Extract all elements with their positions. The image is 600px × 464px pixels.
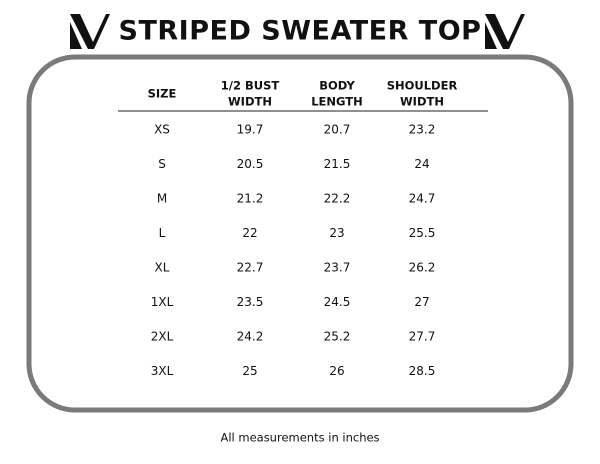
measurement: 23.2: [409, 123, 436, 137]
column-header: 1/2 BUST: [221, 79, 280, 93]
size-label: 2XL: [151, 330, 174, 344]
column-header: BODY: [319, 79, 355, 93]
column-header: SHOULDER: [387, 79, 458, 93]
measurement: 24.7: [409, 192, 436, 206]
measurement: 24.2: [237, 330, 264, 344]
size-label: XL: [155, 261, 170, 275]
measurement: 27: [414, 295, 429, 309]
size-label: 3XL: [151, 364, 174, 378]
measurement: 22.7: [237, 261, 264, 275]
table: SIZE 1/2 BUST WIDTH BODY LENGTH SHOULDER WIDTH…: [148, 79, 458, 379]
measurement: 21.2: [237, 192, 264, 206]
measurement: 24.5: [324, 295, 351, 309]
size-label: L: [159, 226, 166, 240]
measurement: 25.2: [324, 330, 351, 344]
measurement: 27.7: [409, 330, 436, 344]
column-header: SIZE: [148, 87, 177, 101]
measurement: 23.7: [324, 261, 351, 275]
measurement: 20.7: [324, 123, 351, 137]
measurement: 20.5: [237, 157, 264, 171]
logo-right: [485, 14, 525, 49]
measurement: 23.5: [237, 295, 264, 309]
column-header: LENGTH: [311, 95, 363, 109]
measurement: 19.7: [237, 123, 264, 137]
column-header: WIDTH: [228, 95, 272, 109]
frame: [26, 54, 574, 413]
measurement: 25: [242, 364, 257, 378]
size-label: XS: [154, 123, 170, 137]
measurement: 26.2: [409, 261, 436, 275]
title: STRIPED SWEATER TOP: [119, 16, 482, 47]
measurement: 23: [329, 226, 344, 240]
measurement: 26: [329, 364, 344, 378]
measurement: 22.2: [324, 192, 351, 206]
measurement: 21.5: [324, 157, 351, 171]
measurement: 25.5: [409, 226, 436, 240]
measurement: 22: [242, 226, 257, 240]
size-label: M: [157, 192, 167, 206]
footer-note: All measurements in inches: [220, 431, 379, 445]
logo-left: [70, 14, 110, 49]
measurement: 24: [414, 157, 429, 171]
column-header: WIDTH: [400, 95, 444, 109]
size-label: 1XL: [151, 295, 174, 309]
size-label: S: [158, 157, 166, 171]
measurement: 28.5: [409, 364, 436, 378]
